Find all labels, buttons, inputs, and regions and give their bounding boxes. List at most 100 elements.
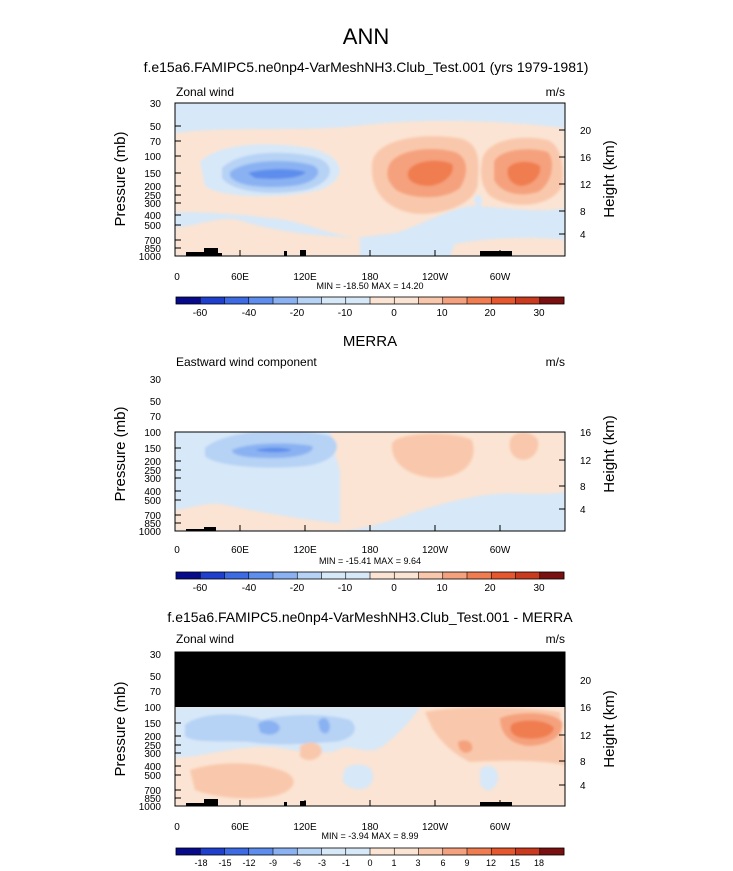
- panel-3: f.e15a6.FAMIPC5.ne0np4-VarMeshNH3.Club_T…: [112, 609, 618, 868]
- panel-3-title: f.e15a6.FAMIPC5.ne0np4-VarMeshNH3.Club_T…: [167, 609, 573, 625]
- colorbar-swatch: [345, 848, 371, 855]
- panel-2-ytick-marks: [175, 431, 565, 524]
- colorbar-swatch: [176, 848, 201, 855]
- colorbar-label: -60: [193, 308, 208, 319]
- panel-2-ytick-right: 12: [580, 456, 592, 467]
- panel-1-land-mask: [186, 248, 512, 256]
- colorbar-label: 9: [464, 858, 469, 868]
- colorbar-swatch: [442, 297, 468, 304]
- panel-3-xtick: 60E: [231, 822, 249, 833]
- panel-1: f.e15a6.FAMIPC5.ne0np4-VarMeshNH3.Club_T…: [112, 59, 618, 319]
- panel-1-ylabel-right: Height (km): [601, 140, 618, 218]
- panel-1-ytick: 500: [144, 221, 161, 232]
- panel-2-ytick: 200: [144, 457, 161, 468]
- panel-1-ytick-right: 4: [580, 230, 586, 241]
- panel-1-ytick: 100: [144, 152, 161, 163]
- panel-3-yticks: 30 50 70 100 150 200 250 300 400 500 700…: [139, 650, 162, 813]
- panel-1-xtick: 120E: [293, 272, 317, 283]
- panel-1-ytick: 850: [144, 244, 161, 255]
- panel-3-ytick: 50: [150, 672, 162, 683]
- panel-2-left-label: Eastward wind component: [176, 355, 317, 369]
- colorbar-swatch: [491, 848, 516, 855]
- figure-title: ANN: [343, 24, 389, 49]
- colorbar-label: -10: [338, 583, 353, 594]
- panel-2-xticks: 0 60E 120E 180 120W 60W: [174, 545, 511, 556]
- colorbar-swatch: [273, 297, 298, 304]
- panel-2-xtick: 60W: [490, 545, 511, 556]
- panel-2-ytick: 1000: [139, 527, 162, 538]
- colorbar-label: 18: [534, 858, 544, 868]
- panel-1-yticks-right: 20 16 12 8 4: [580, 126, 592, 241]
- panel-1-contour-positive-lower: [175, 218, 360, 256]
- panel-1-xtick: 60W: [490, 272, 511, 283]
- colorbar-swatch: [224, 297, 250, 304]
- panel-3-ylabel-right: Height (km): [601, 690, 618, 768]
- colorbar-swatch: [442, 572, 468, 579]
- panel-1-units: m/s: [546, 85, 565, 99]
- panel-3-contour-positive-4: [510, 720, 554, 739]
- panel-2-contour-negative-3: [255, 447, 292, 453]
- panel-3-colorbar-labels: -18 -15 -12 -9 -6 -3 -1 0 1 3 6 9 12 15 …: [194, 858, 544, 868]
- panel-2-ytick: 500: [144, 496, 161, 507]
- panel-3-yticks-right: 20 16 12 8 4: [580, 676, 592, 792]
- colorbar-label: -40: [242, 308, 257, 319]
- panel-2-ytick: 300: [144, 474, 161, 485]
- panel-1-ytick: 400: [144, 211, 161, 222]
- colorbar-swatch: [273, 848, 298, 855]
- panel-3-ytick: 500: [144, 771, 161, 782]
- colorbar-swatch: [176, 572, 201, 579]
- panel-1-ytick: 1000: [139, 252, 162, 263]
- panel-1-contour-negative-pocket: [474, 194, 483, 208]
- panel-3-xtick: 60W: [490, 822, 511, 833]
- panel-3-left-label: Zonal wind: [176, 632, 234, 646]
- panel-2-ytick-right: 16: [580, 428, 592, 439]
- panel-2-xtick: 0: [174, 545, 180, 556]
- panel-1-yticks: 30 50 70 100 150 200 250 300 400 500 700…: [139, 99, 162, 263]
- colorbar-swatch: [321, 572, 347, 579]
- colorbar-swatch: [491, 572, 516, 579]
- panel-3-minmax: MIN = -3.94 MAX = 8.99: [321, 831, 418, 841]
- colorbar-swatch: [370, 297, 395, 304]
- panel-1-xtick: 60E: [231, 272, 249, 283]
- panel-2-units: m/s: [546, 355, 565, 369]
- colorbar-label: -15: [218, 858, 231, 868]
- panel-3-contour-positive-3b: [458, 740, 473, 753]
- panel-1-colorbar-labels: -60 -40 -20 -10 0 10 20 30: [193, 308, 545, 319]
- panel-2-ylabel: Pressure (mb): [112, 406, 129, 501]
- panel-2-ytick: 30: [150, 375, 162, 386]
- colorbar-swatch: [297, 848, 322, 855]
- colorbar-label: -6: [293, 858, 301, 868]
- colorbar-swatch: [370, 848, 395, 855]
- colorbar-swatch: [370, 572, 395, 579]
- panel-3-ytick: 400: [144, 762, 161, 773]
- panel-2-contour-positive-2: [391, 433, 474, 478]
- panel-1-contour-positive-4: [407, 160, 453, 186]
- colorbar-swatch: [176, 297, 201, 304]
- panel-3-ytick: 150: [144, 719, 161, 730]
- colorbar-label: -3: [318, 858, 326, 868]
- panel-3-land-mask: [186, 799, 512, 806]
- panel-3-contour-negative-1b: [342, 764, 374, 790]
- colorbar-label: 10: [436, 308, 448, 319]
- panel-2-ytick-right: 4: [580, 505, 586, 516]
- colorbar-label: 12: [486, 858, 496, 868]
- panel-3-xtick: 120E: [293, 822, 317, 833]
- panel-1-title: f.e15a6.FAMIPC5.ne0np4-VarMeshNH3.Club_T…: [144, 59, 589, 75]
- colorbar-label: 30: [533, 308, 545, 319]
- colorbar-swatch: [273, 572, 298, 579]
- panel-1-left-label: Zonal wind: [176, 85, 234, 99]
- panel-1-ytick: 250: [144, 191, 161, 202]
- colorbar-label: 3: [415, 858, 420, 868]
- panel-3-ytick-right: 4: [580, 781, 586, 792]
- panel-3-ytick-marks: [175, 722, 565, 799]
- panel-2-colorbar: [175, 571, 565, 580]
- panel-3-ytick-right: 8: [580, 757, 586, 768]
- panel-3-contour-negative-3b: [318, 717, 330, 734]
- panel-2-ytick: 850: [144, 519, 161, 530]
- panel-2-ytick-right: 8: [580, 482, 586, 493]
- colorbar-label: 0: [391, 583, 397, 594]
- colorbar-frame: [175, 847, 565, 856]
- colorbar-frame: [175, 571, 565, 580]
- colorbar-swatch: [345, 572, 371, 579]
